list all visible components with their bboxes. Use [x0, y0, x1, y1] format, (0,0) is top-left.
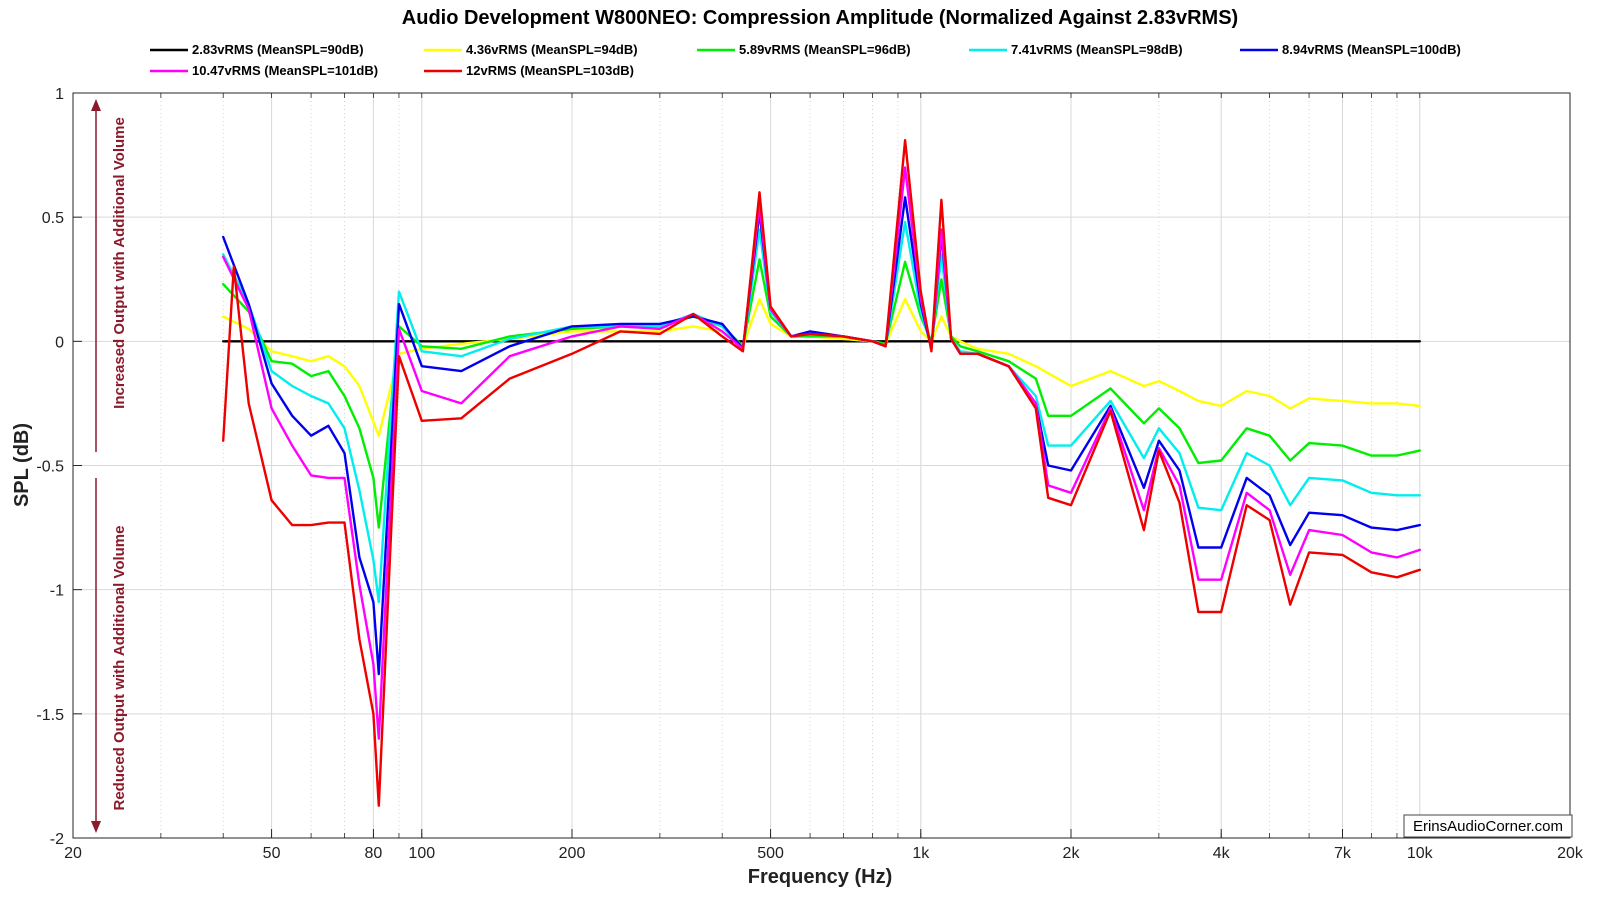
y-tick-label: -2	[50, 831, 64, 848]
down-arrow-icon	[91, 821, 101, 833]
legend-item: 7.41vRMS (MeanSPL=98dB)	[969, 42, 1183, 57]
y-axis-label: SPL (dB)	[11, 423, 33, 507]
x-tick-label: 2k	[1063, 845, 1081, 862]
legend-label: 7.41vRMS (MeanSPL=98dB)	[1011, 42, 1183, 57]
x-axis-label: Frequency (Hz)	[748, 866, 892, 888]
upper-annotation: Increased Output with Additional Volume	[91, 99, 128, 452]
legend-label: 5.89vRMS (MeanSPL=96dB)	[739, 42, 911, 57]
lower-annotation: Reduced Output with Additional Volume	[91, 478, 128, 833]
x-tick-label: 1k	[912, 845, 930, 862]
x-tick-label: 200	[559, 845, 586, 862]
series-line	[221, 138, 1422, 807]
legend-label: 8.94vRMS (MeanSPL=100dB)	[1282, 42, 1461, 57]
legend-label: 4.36vRMS (MeanSPL=94dB)	[466, 42, 638, 57]
chart-title: Audio Development W800NEO: Compression A…	[402, 7, 1238, 29]
series-lines	[221, 138, 1422, 807]
y-tick-label: 0	[55, 334, 64, 351]
legend-label: 2.83vRMS (MeanSPL=90dB)	[192, 42, 364, 57]
x-tick-label: 7k	[1334, 845, 1352, 862]
legend-item: 2.83vRMS (MeanSPL=90dB)	[150, 42, 364, 57]
y-axis-ticks: 1 0.5 0 -0.5 -1 -1.5 -2	[36, 86, 82, 848]
x-tick-label: 4k	[1213, 845, 1231, 862]
x-axis-ticks: 20 50 80 100 200 500 1k 2k 4k 7k 10k 20k	[64, 93, 1584, 862]
legend-label: 10.47vRMS (MeanSPL=101dB)	[192, 63, 378, 78]
lower-annotation-text: Reduced Output with Additional Volume	[111, 526, 128, 811]
legend-item: 10.47vRMS (MeanSPL=101dB)	[150, 63, 378, 78]
legend-item: 8.94vRMS (MeanSPL=100dB)	[1240, 42, 1461, 57]
x-tick-label: 100	[408, 845, 435, 862]
y-tick-label: -1.5	[36, 707, 64, 724]
y-tick-label: -1	[50, 583, 64, 600]
x-tick-label: 10k	[1407, 845, 1434, 862]
upper-annotation-text: Increased Output with Additional Volume	[111, 117, 128, 409]
legend-item: 5.89vRMS (MeanSPL=96dB)	[697, 42, 911, 57]
x-tick-label: 20	[64, 845, 82, 862]
legend-label: 12vRMS (MeanSPL=103dB)	[466, 63, 634, 78]
y-tick-label: -0.5	[36, 459, 64, 476]
x-tick-label: 80	[365, 845, 383, 862]
chart-legend: 2.83vRMS (MeanSPL=90dB) 4.36vRMS (MeanSPL…	[150, 42, 1461, 78]
up-arrow-icon	[91, 99, 101, 111]
y-tick-label: 0.5	[42, 210, 64, 227]
x-tick-label: 20k	[1557, 845, 1584, 862]
x-tick-label: 500	[757, 845, 784, 862]
watermark-box	[1403, 814, 1573, 838]
x-tick-label: 50	[263, 845, 281, 862]
watermark: ErinsAudioCorner.com	[1413, 818, 1563, 835]
legend-item: 12vRMS (MeanSPL=103dB)	[424, 63, 634, 78]
y-tick-label: 1	[55, 86, 64, 103]
legend-item: 4.36vRMS (MeanSPL=94dB)	[424, 42, 638, 57]
